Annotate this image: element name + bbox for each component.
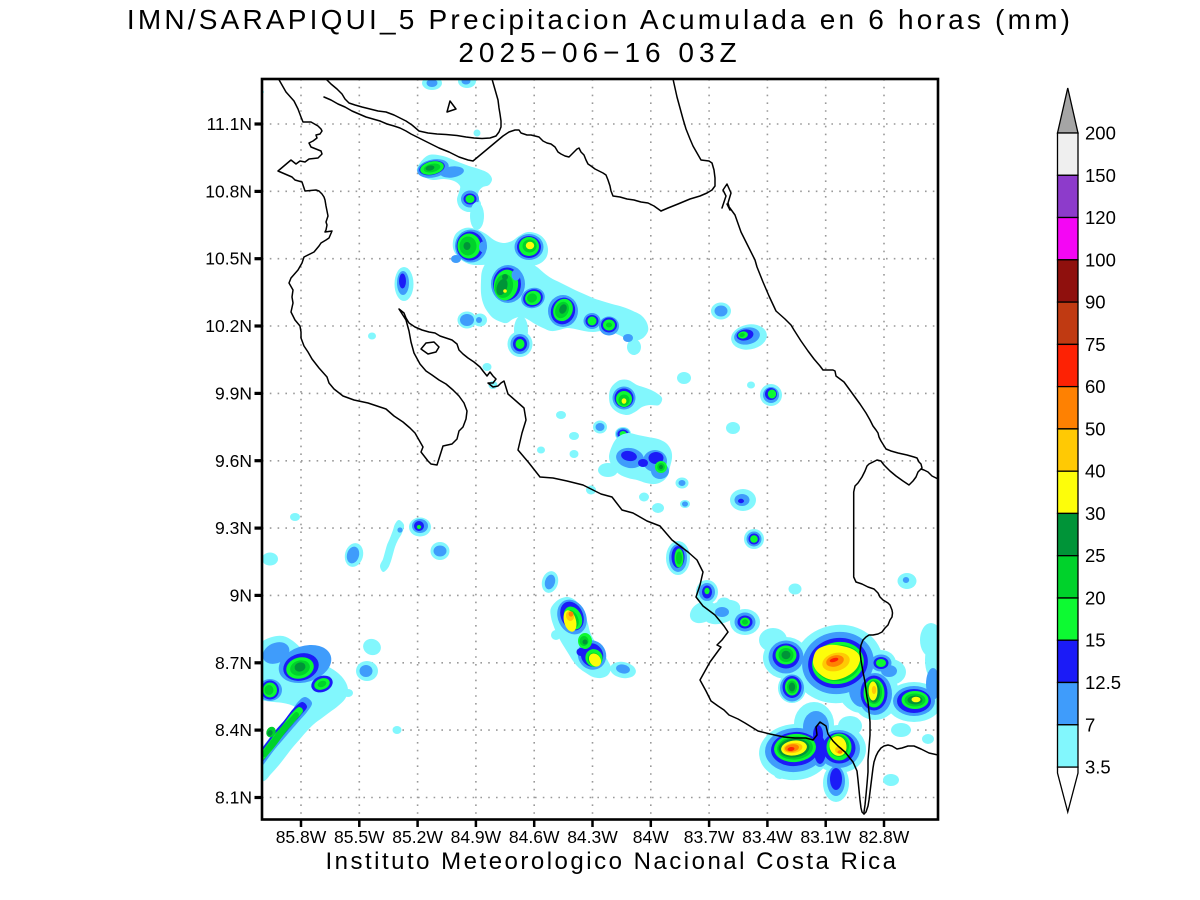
svg-text:20: 20 <box>1085 588 1106 609</box>
svg-text:7: 7 <box>1085 714 1095 735</box>
svg-text:100: 100 <box>1085 249 1116 270</box>
svg-text:150: 150 <box>1085 165 1116 186</box>
svg-text:200: 200 <box>1085 123 1116 144</box>
svg-text:10.5N: 10.5N <box>205 249 252 269</box>
svg-text:9N: 9N <box>230 585 252 605</box>
svg-text:9.3N: 9.3N <box>215 518 252 538</box>
svg-text:8.7N: 8.7N <box>215 653 252 673</box>
svg-text:83.7W: 83.7W <box>684 827 735 847</box>
svg-text:9.9N: 9.9N <box>215 383 252 403</box>
svg-text:84W: 84W <box>633 827 669 847</box>
svg-text:85.2W: 85.2W <box>392 827 443 847</box>
svg-text:50: 50 <box>1085 418 1106 439</box>
svg-text:83.4W: 83.4W <box>742 827 793 847</box>
svg-text:25: 25 <box>1085 545 1106 566</box>
svg-text:8.4N: 8.4N <box>215 720 252 740</box>
svg-text:15: 15 <box>1085 630 1106 651</box>
svg-text:85.5W: 85.5W <box>334 827 385 847</box>
svg-text:11.1N: 11.1N <box>207 114 252 134</box>
svg-text:83.1W: 83.1W <box>800 827 851 847</box>
svg-text:9.6N: 9.6N <box>215 451 252 471</box>
svg-text:75: 75 <box>1085 334 1106 355</box>
svg-text:30: 30 <box>1085 503 1106 524</box>
svg-text:10.2N: 10.2N <box>205 316 252 336</box>
svg-text:82.8W: 82.8W <box>859 827 910 847</box>
svg-text:120: 120 <box>1085 207 1116 228</box>
svg-text:84.9W: 84.9W <box>451 827 502 847</box>
svg-text:84.3W: 84.3W <box>567 827 618 847</box>
svg-text:12.5: 12.5 <box>1085 672 1121 693</box>
svg-text:10.8N: 10.8N <box>205 181 252 201</box>
svg-text:3.5: 3.5 <box>1085 757 1111 778</box>
svg-text:8.1N: 8.1N <box>215 788 252 808</box>
svg-text:60: 60 <box>1085 376 1106 397</box>
svg-text:84.6W: 84.6W <box>509 827 560 847</box>
svg-text:40: 40 <box>1085 461 1106 482</box>
svg-text:85.8W: 85.8W <box>276 827 327 847</box>
svg-text:90: 90 <box>1085 292 1106 313</box>
